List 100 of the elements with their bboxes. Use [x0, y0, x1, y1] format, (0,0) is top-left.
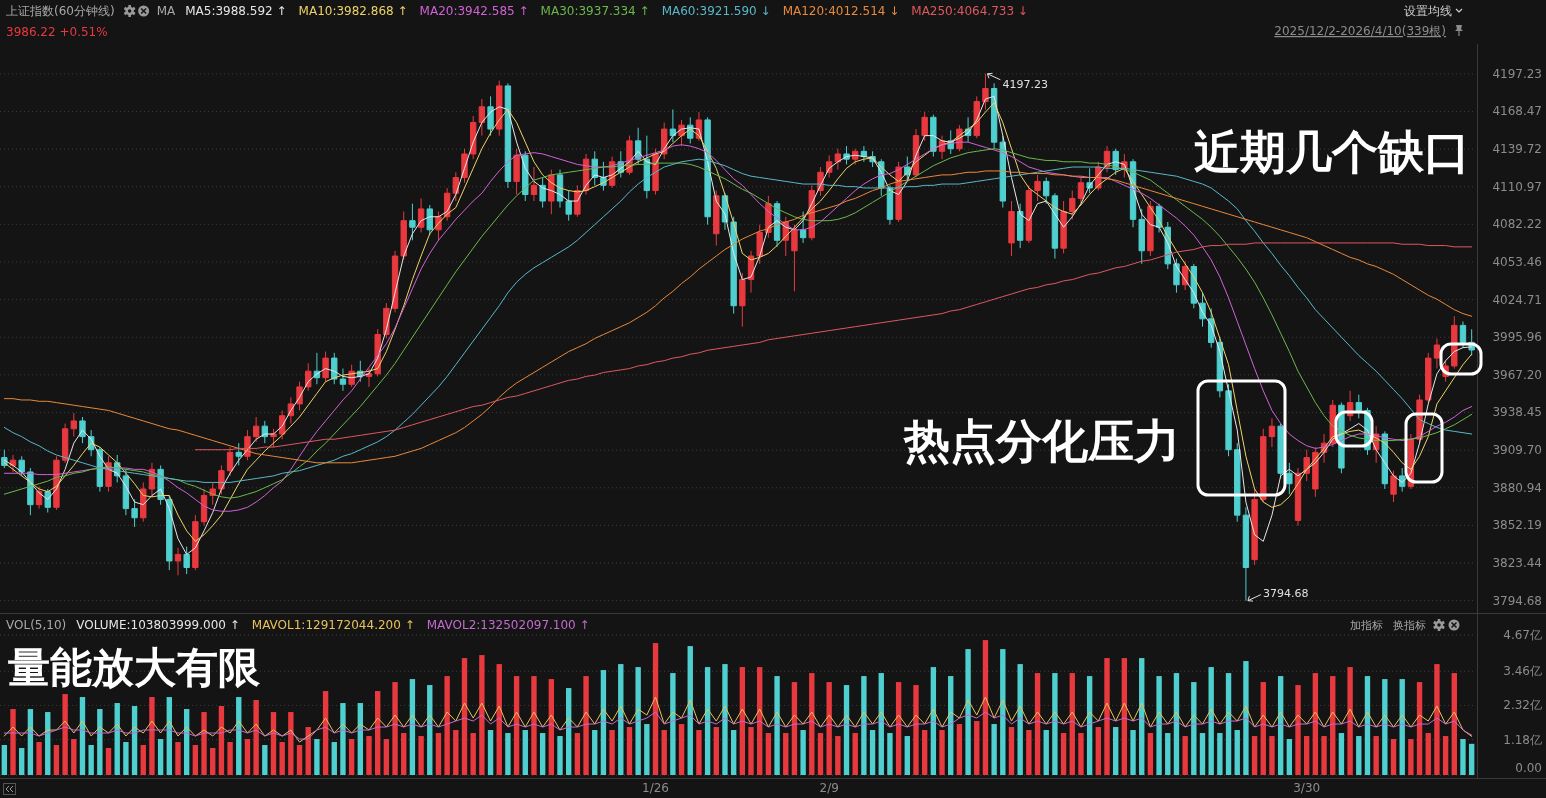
- y-tick-label: 0.00: [1515, 761, 1542, 775]
- bar: [149, 697, 155, 775]
- bar: [730, 730, 737, 775]
- bar: [1442, 736, 1449, 775]
- bar: [201, 712, 207, 775]
- bar: [904, 736, 910, 775]
- bar: [1399, 679, 1405, 775]
- y-tick-label: 4053.46: [1492, 254, 1542, 269]
- bar: [1043, 730, 1049, 775]
- candlestick: [756, 224, 763, 265]
- bar: [314, 739, 320, 775]
- candlestick: [1242, 506, 1250, 602]
- bar: [505, 733, 511, 775]
- y-tick-label: 3880.94: [1492, 480, 1542, 495]
- bar: [678, 724, 685, 775]
- bar: [635, 667, 641, 775]
- bar: [288, 712, 294, 775]
- bar: [583, 676, 589, 775]
- text: 设置均线: [1404, 4, 1452, 18]
- bar: [722, 664, 728, 775]
- candlestick: [1459, 320, 1467, 349]
- bar: [956, 724, 963, 775]
- candlestick: [200, 488, 208, 527]
- bar: [487, 730, 494, 775]
- candlestick: [70, 412, 77, 438]
- bar: [19, 748, 25, 775]
- bar: [479, 655, 485, 775]
- bar: [1382, 679, 1388, 775]
- y-tick-label: 1.18亿: [1503, 732, 1542, 747]
- bar: [279, 742, 285, 775]
- bar: [418, 736, 424, 775]
- bar: [800, 730, 806, 775]
- text: MA250:4064.733 ↓: [911, 4, 1028, 18]
- candlestick: [452, 171, 460, 202]
- candlestick: [1268, 417, 1276, 448]
- chart-subtitle: 2025/12/2-2026/4/10(339根): [1274, 24, 1446, 38]
- candlestick: [1034, 174, 1041, 202]
- bar: [1338, 733, 1345, 775]
- bar: [244, 739, 251, 775]
- bar: [1416, 682, 1423, 775]
- candlestick: [122, 468, 130, 516]
- bar: [1304, 736, 1310, 775]
- bar: [366, 736, 372, 775]
- bar: [1434, 664, 1440, 775]
- candlestick: [565, 190, 572, 222]
- bar: [1286, 739, 1293, 775]
- candlestick: [1008, 200, 1015, 257]
- bar: [123, 742, 129, 775]
- bar: [1165, 733, 1171, 775]
- bar: [783, 733, 789, 775]
- bar: [974, 721, 980, 775]
- line-series: [3, 696, 1473, 743]
- bar: [262, 745, 268, 775]
- bar: [592, 730, 598, 775]
- candlestick: [339, 368, 347, 392]
- bar: [1078, 733, 1084, 775]
- bar: [1156, 676, 1162, 775]
- bar: [574, 733, 581, 775]
- candlestick: [1147, 200, 1154, 257]
- bar: [1191, 682, 1197, 775]
- y-tick-label: 4110.97: [1492, 179, 1542, 194]
- text: MAVOL1:129172044.200 ↑: [251, 618, 415, 632]
- bar: [765, 733, 772, 775]
- candlestick: [1294, 467, 1302, 527]
- bar: [713, 727, 719, 775]
- bar: [340, 703, 346, 775]
- bar: [1425, 733, 1431, 775]
- candlestick: [886, 184, 894, 226]
- y-tick-label: 4024.71: [1492, 292, 1542, 307]
- bar: [1468, 743, 1475, 775]
- y-tick-label: 3995.96: [1492, 330, 1542, 345]
- line-series: [3, 711, 1473, 740]
- bar: [1295, 685, 1301, 775]
- bar: [1347, 667, 1353, 775]
- candlestick: [1286, 462, 1293, 495]
- bar: [539, 733, 546, 775]
- bar: [175, 742, 181, 775]
- candlestick: [1060, 200, 1067, 254]
- candlestick: [791, 224, 798, 292]
- y-tick-label: 3823.44: [1492, 556, 1542, 570]
- candlestick: [305, 362, 312, 392]
- candlestick: [1260, 428, 1267, 503]
- y-tick-label: 3938.45: [1492, 405, 1542, 420]
- bar: [939, 730, 945, 775]
- candlestick: [1234, 442, 1241, 523]
- bar: [1234, 730, 1240, 775]
- bar: [1173, 673, 1180, 775]
- candlestick: [174, 547, 182, 576]
- y-tick-label: 4139.72: [1492, 142, 1542, 157]
- y-tick-label: 3967.20: [1492, 367, 1542, 382]
- bar: [1112, 727, 1119, 775]
- bar: [1069, 673, 1075, 775]
- text: MA60:3921.590 ↓: [661, 4, 771, 18]
- bar: [644, 724, 650, 775]
- bar: [696, 730, 702, 775]
- candlestick: [930, 114, 937, 158]
- bar: [1147, 733, 1154, 775]
- annotation: 近期几个缺口: [1194, 125, 1470, 179]
- bar: [62, 694, 68, 775]
- candlestick: [478, 98, 486, 137]
